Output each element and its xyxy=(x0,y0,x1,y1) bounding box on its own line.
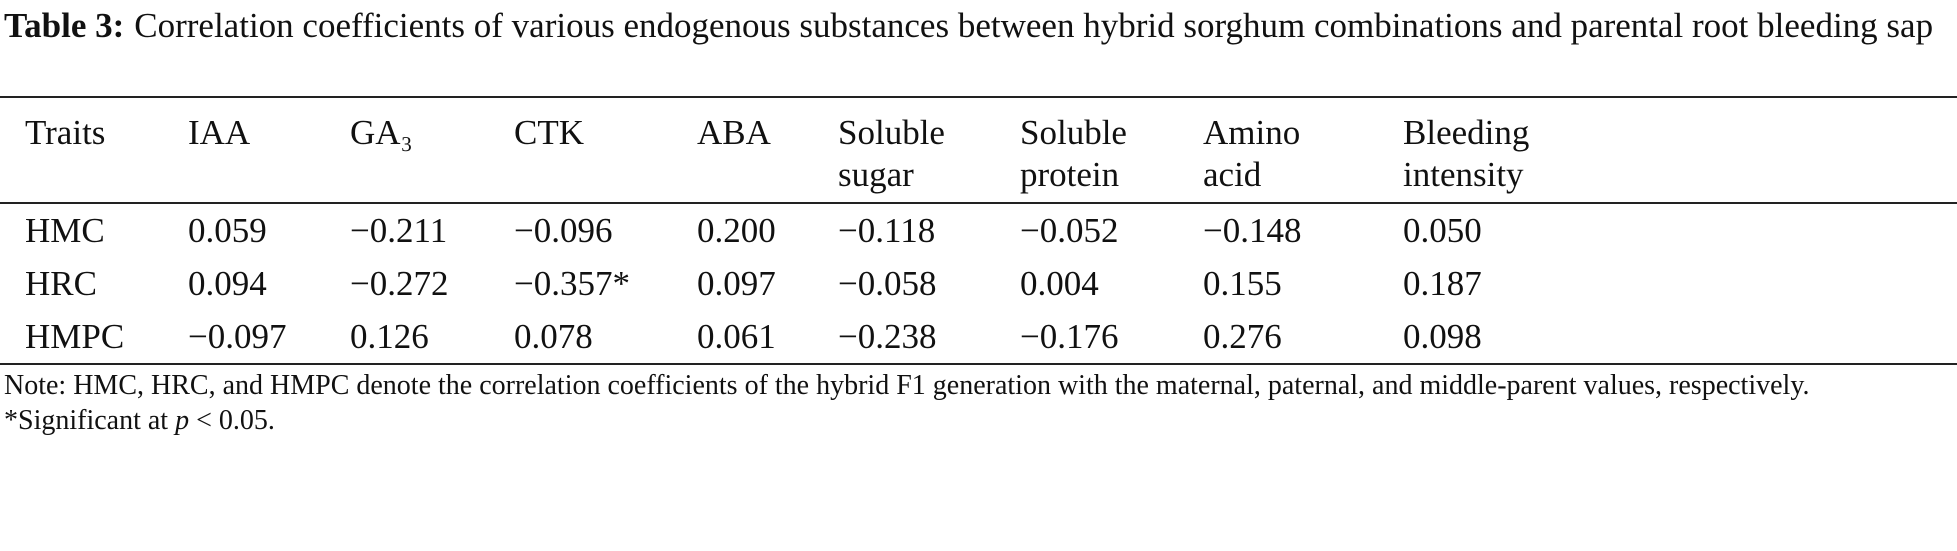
table-cell: 0.061 xyxy=(697,317,776,356)
header-line: Amino xyxy=(1203,113,1301,152)
table-cell: 0.155 xyxy=(1203,264,1282,303)
header-line: ABA xyxy=(697,113,771,152)
header-cell: Bleeding intensity xyxy=(1403,97,1957,203)
table-cell: 0.004 xyxy=(1020,264,1099,303)
header-line: protein xyxy=(1020,155,1120,194)
header-line: sugar xyxy=(838,155,914,194)
table-cell: −0.211 xyxy=(350,211,448,250)
table-cell: −0.238 xyxy=(838,317,937,356)
table-cell: 0.078 xyxy=(514,317,593,356)
header-line: acid xyxy=(1203,155,1262,194)
table-cell: 0.094 xyxy=(188,264,267,303)
table-cell: HMPC xyxy=(25,317,125,356)
caption-label: Table 3: xyxy=(4,6,125,45)
header-line: Soluble xyxy=(838,113,945,152)
table-cell: −0.148 xyxy=(1203,211,1302,250)
header-cell: Soluble protein xyxy=(1020,97,1203,203)
note-tail: < 0.05. xyxy=(189,405,275,436)
table-cell: 0.097 xyxy=(697,264,776,303)
table-cell: 0.059 xyxy=(188,211,267,250)
caption-text: Correlation coefficients of various endo… xyxy=(134,6,1934,45)
header-line: intensity xyxy=(1403,155,1524,194)
table-row: HMPC −0.097 0.126 0.078 0.061 −0.238 −0.176 0.2… xyxy=(0,310,1957,364)
table-cell: HMC xyxy=(25,211,105,250)
table: Traits IAA GA₃ CTK ABA Soluble sugar Soluble pro… xyxy=(0,96,1957,365)
table-cell: −0.176 xyxy=(1020,317,1119,356)
header-line: Bleeding xyxy=(1403,113,1530,152)
header-cell: Traits xyxy=(0,97,188,203)
header-line: Soluble xyxy=(1020,113,1127,152)
header-cell: IAA xyxy=(188,97,350,203)
table-cell: 0.276 xyxy=(1203,317,1282,356)
table-cell: −0.097 xyxy=(188,317,287,356)
header-line: Traits xyxy=(25,113,106,152)
table-cell: 0.098 xyxy=(1403,317,1482,356)
header-cell: Amino acid xyxy=(1203,97,1403,203)
table-row: HMC 0.059 −0.211 −0.096 0.200 −0.118 −0.052 −0.… xyxy=(0,203,1957,257)
table-cell: −0.096 xyxy=(514,211,613,250)
table-cell: −0.058 xyxy=(838,264,937,303)
header-row: Traits IAA GA₃ CTK ABA Soluble sugar Soluble pro… xyxy=(0,97,1957,203)
table-cell: 0.187 xyxy=(1403,264,1482,303)
header-cell: GA₃ xyxy=(350,97,514,203)
header-line: CTK xyxy=(514,113,584,152)
header-line: GA₃ xyxy=(350,113,413,152)
note-text: Note: HMC, HRC, and HMPC denote the corr… xyxy=(4,370,1810,436)
note: Note: HMC, HRC, and HMPC denote the corr… xyxy=(4,368,1952,438)
header-line: IAA xyxy=(188,113,251,152)
header-cell: Soluble sugar xyxy=(838,97,1020,203)
table-cell: −0.272 xyxy=(350,264,449,303)
table-cell: −0.118 xyxy=(838,211,936,250)
table-cell: HRC xyxy=(25,264,97,303)
header-cell: ABA xyxy=(697,97,838,203)
table-row: HRC 0.094 −0.272 −0.357* 0.097 −0.058 0.004 0.1… xyxy=(0,257,1957,310)
table-cell: −0.052 xyxy=(1020,211,1119,250)
table-cell: −0.357* xyxy=(514,264,630,303)
table-cell: 0.126 xyxy=(350,317,429,356)
table-cell: 0.050 xyxy=(1403,211,1482,250)
caption: Table 3: Correlation coefficients of vari… xyxy=(4,8,1954,44)
table-body: HMC 0.059 −0.211 −0.096 0.200 −0.118 −0.052 −0.… xyxy=(0,203,1957,364)
table-cell: 0.200 xyxy=(697,211,776,250)
header-cell: CTK xyxy=(514,97,697,203)
note-italic: p xyxy=(175,405,190,436)
